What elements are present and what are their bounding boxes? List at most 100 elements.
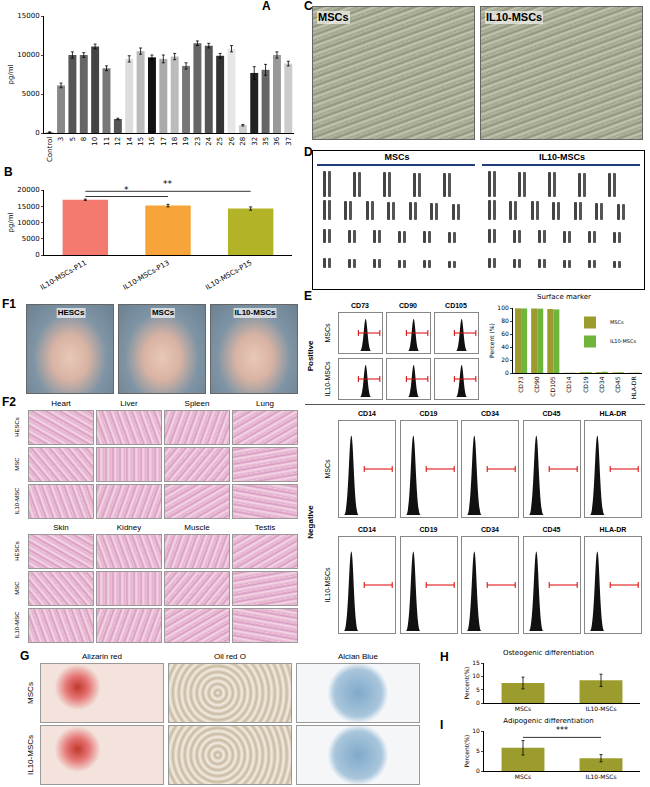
svg-text:pg/ml: pg/ml bbox=[7, 64, 15, 84]
svg-text:**: ** bbox=[163, 179, 173, 189]
html-text:Negative: Negative bbox=[306, 505, 315, 539]
svg-text:MSCs: MSCs bbox=[610, 319, 624, 325]
svg-text:18: 18 bbox=[171, 137, 179, 146]
html-text:C: C bbox=[304, 0, 313, 13]
svg-text:20000: 20000 bbox=[17, 186, 39, 194]
html-text:Liver: Liver bbox=[120, 399, 138, 408]
html-text:Testis: Testis bbox=[254, 523, 276, 532]
html-text:B: B bbox=[4, 165, 13, 179]
svg-text:Percent(%): Percent(%) bbox=[463, 667, 470, 700]
svg-text:Control: Control bbox=[46, 137, 54, 162]
svg-text:Percent(%): Percent(%) bbox=[463, 735, 470, 768]
svg-text:10000: 10000 bbox=[17, 219, 39, 227]
svg-text:25: 25 bbox=[216, 137, 224, 146]
svg-text:CD45: CD45 bbox=[614, 376, 621, 393]
html-text:Alcian Blue: Alcian Blue bbox=[338, 652, 378, 661]
svg-text:10: 10 bbox=[472, 672, 480, 679]
html-text:IL10-MSCs: IL10-MSCs bbox=[234, 308, 276, 317]
svg-text:0: 0 bbox=[35, 251, 39, 259]
svg-text:28: 28 bbox=[239, 137, 247, 146]
svg-text:15000: 15000 bbox=[17, 12, 39, 20]
svg-text:HLA-DR: HLA-DR bbox=[630, 376, 637, 399]
svg-text:80: 80 bbox=[501, 317, 509, 324]
svg-text:23: 23 bbox=[194, 137, 202, 146]
svg-text:5000: 5000 bbox=[22, 235, 40, 243]
svg-text:40: 40 bbox=[501, 343, 509, 350]
svg-text:5: 5 bbox=[476, 747, 480, 754]
svg-text:CD14: CD14 bbox=[565, 376, 572, 393]
svg-text:15: 15 bbox=[472, 659, 480, 666]
svg-text:Osteogenic differentiation: Osteogenic differentiation bbox=[503, 650, 594, 657]
svg-text:Percent (%): Percent (%) bbox=[488, 323, 495, 358]
svg-text:16: 16 bbox=[148, 136, 156, 145]
svg-text:CD34: CD34 bbox=[598, 376, 605, 393]
svg-text:17: 17 bbox=[160, 137, 168, 146]
svg-text:5000: 5000 bbox=[22, 90, 40, 98]
html-text:Skin: Skin bbox=[53, 523, 69, 532]
html-text:Kidney: Kidney bbox=[116, 523, 142, 532]
svg-text:IL10-MSCs-P13: IL10-MSCs-P13 bbox=[122, 259, 171, 292]
svg-text:*: * bbox=[124, 185, 129, 195]
html-text:G: G bbox=[20, 649, 30, 663]
svg-text:36: 36 bbox=[273, 136, 281, 145]
html-text:F2: F2 bbox=[2, 395, 16, 409]
svg-text:IL10-MSCs-P15: IL10-MSCs-P15 bbox=[204, 259, 253, 292]
svg-text:0: 0 bbox=[35, 129, 39, 137]
html-text:Spleen: Spleen bbox=[184, 399, 210, 408]
svg-text:5: 5 bbox=[69, 137, 77, 141]
svg-text:19: 19 bbox=[182, 137, 190, 146]
svg-text:MSCs: MSCs bbox=[515, 705, 531, 712]
svg-text:20: 20 bbox=[501, 356, 509, 363]
svg-text:0: 0 bbox=[505, 369, 509, 376]
svg-text:24: 24 bbox=[205, 136, 213, 145]
html-text:Alizarin red: Alizarin red bbox=[82, 652, 122, 661]
svg-text:pg/ml: pg/ml bbox=[7, 212, 15, 232]
svg-text:0: 0 bbox=[476, 699, 480, 706]
html-text:Heart: Heart bbox=[51, 399, 71, 408]
html-text:MSCs: MSCs bbox=[318, 11, 349, 23]
svg-text:CD19: CD19 bbox=[582, 376, 589, 393]
html-text:F1: F1 bbox=[2, 297, 16, 311]
svg-text:14: 14 bbox=[126, 136, 134, 145]
svg-text:0: 0 bbox=[476, 767, 480, 774]
svg-text:IL10-MSCs: IL10-MSCs bbox=[610, 338, 636, 344]
svg-text:CD90: CD90 bbox=[533, 376, 540, 393]
html-text:H: H bbox=[440, 650, 449, 664]
svg-text:60: 60 bbox=[501, 330, 509, 337]
svg-text:IL10-MSCs: IL10-MSCs bbox=[585, 773, 616, 780]
html-text:Positive: Positive bbox=[306, 340, 315, 372]
html-text:HESCs: HESCs bbox=[57, 308, 85, 317]
svg-text:10: 10 bbox=[91, 137, 99, 146]
html-text:D: D bbox=[304, 145, 313, 159]
svg-text:***: *** bbox=[556, 726, 568, 735]
svg-text:11: 11 bbox=[103, 137, 111, 146]
svg-text:37: 37 bbox=[285, 137, 293, 146]
svg-text:MSCs: MSCs bbox=[515, 773, 531, 780]
html-text:MSCs: MSCs bbox=[384, 152, 410, 162]
svg-text:100: 100 bbox=[497, 304, 509, 311]
svg-text:5: 5 bbox=[476, 686, 480, 693]
svg-text:10: 10 bbox=[472, 727, 480, 734]
svg-text:IL10-MSCs: IL10-MSCs bbox=[585, 705, 616, 712]
svg-text:15000: 15000 bbox=[17, 203, 39, 211]
svg-text:15: 15 bbox=[137, 137, 145, 146]
svg-text:IL10-MSCs-P11: IL10-MSCs-P11 bbox=[39, 259, 88, 292]
svg-text:CD105: CD105 bbox=[549, 376, 556, 396]
html-text:Lung: Lung bbox=[256, 399, 274, 408]
svg-text:CD73: CD73 bbox=[517, 376, 524, 393]
svg-text:12: 12 bbox=[114, 137, 122, 146]
svg-text:35: 35 bbox=[262, 137, 270, 146]
svg-text:Surface marker: Surface marker bbox=[537, 294, 591, 301]
html-text:IL10-MSCs: IL10-MSCs bbox=[539, 152, 585, 162]
svg-text:10000: 10000 bbox=[17, 51, 39, 59]
svg-text:3: 3 bbox=[57, 137, 65, 141]
svg-text:Adipogenic differentiation: Adipogenic differentiation bbox=[503, 718, 593, 725]
svg-text:26: 26 bbox=[228, 136, 236, 145]
html-text:MSCs: MSCs bbox=[151, 308, 175, 317]
svg-text:32: 32 bbox=[251, 137, 259, 146]
svg-text:8: 8 bbox=[80, 137, 88, 141]
html-text:Muscle: Muscle bbox=[184, 523, 210, 532]
html-text:A: A bbox=[262, 0, 271, 13]
html-text:IL10-MSCs: IL10-MSCs bbox=[486, 11, 543, 23]
html-text:Oil red O: Oil red O bbox=[214, 652, 246, 661]
